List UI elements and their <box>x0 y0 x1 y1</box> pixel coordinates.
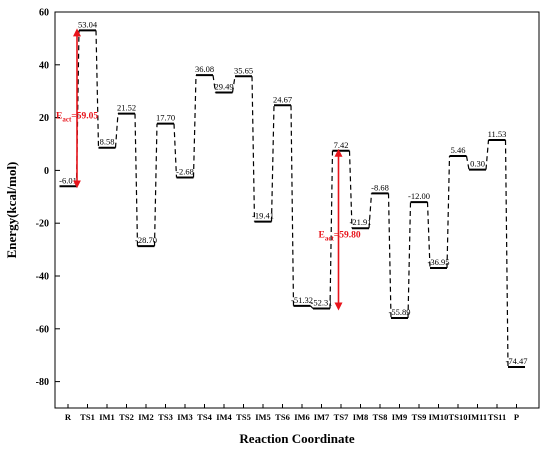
y-tick-label: -40 <box>36 272 49 283</box>
y-tick-label: 60 <box>39 8 49 19</box>
x-tick-label-im9: IM9 <box>392 412 408 422</box>
value-label-ts8: -8.68 <box>371 182 389 192</box>
connector-im4-ts5 <box>231 76 236 93</box>
value-label-im6: -51.32 <box>291 295 313 305</box>
y-tick-label: 20 <box>39 113 49 124</box>
connector-im1-ts2 <box>114 113 119 148</box>
x-tick-label-ts8: TS8 <box>373 412 388 422</box>
value-label-ts9: -12.00 <box>408 191 430 201</box>
y-tick-label: -20 <box>36 219 49 230</box>
x-tick-label-im11: IM11 <box>468 412 487 422</box>
value-label-im1: 8.58 <box>100 137 115 147</box>
value-label-im4: 29.49 <box>214 82 233 92</box>
x-tick-label-r: R <box>65 412 72 422</box>
connector-ts1-im1 <box>95 30 100 148</box>
value-label-im11: 0.30 <box>470 159 485 169</box>
value-label-ts10: 5.46 <box>451 145 466 155</box>
energy-connectors <box>75 30 509 368</box>
value-label-r: -6.01 <box>59 175 77 185</box>
value-label-ts5: 35.65 <box>234 65 253 75</box>
value-label-im9: -55.89 <box>389 307 411 317</box>
value-label-ts6: 24.67 <box>273 94 292 104</box>
value-label-im8: -21.91 <box>350 217 372 227</box>
connector-ts2-im2 <box>134 113 139 247</box>
value-label-ts7: 7.42 <box>334 140 349 150</box>
y-axis: -80 -60 -40 -20 0 20 40 60 <box>36 8 60 388</box>
x-axis-title: Reaction Coordinate <box>239 431 354 446</box>
x-tick-label-im2: IM2 <box>138 412 154 422</box>
connector-im5-ts6 <box>270 105 275 222</box>
activation-energy-label-1: Eact=59.05 <box>56 111 98 123</box>
connector-ts4-im4 <box>212 75 217 93</box>
x-tick-label-im7: IM7 <box>314 412 330 422</box>
x-tick-label-im8: IM8 <box>353 412 369 422</box>
value-label-im5: -19.41 <box>252 211 274 221</box>
connector-ts11-p <box>504 139 509 368</box>
value-label-im2: -28.70 <box>135 235 157 245</box>
x-tick-label-ts6: TS6 <box>275 412 290 422</box>
connector-ts8-im9 <box>387 193 392 318</box>
x-tick-label-im5: IM5 <box>255 412 271 422</box>
value-label-im10: -36.95 <box>428 257 450 267</box>
x-tick-label-ts1: TS1 <box>80 412 95 422</box>
plot-frame <box>54 11 540 409</box>
x-tick-label-im4: IM4 <box>216 412 232 422</box>
y-tick-label: -60 <box>36 324 49 335</box>
connector-ts6-im6 <box>290 105 295 306</box>
energy-value-labels: -6.01 53.04 8.58 21.52 -28.70 17.70 -2.68 36.08… <box>59 19 527 366</box>
connector-im8-ts8 <box>368 193 373 229</box>
value-label-ts4: 36.08 <box>195 64 214 74</box>
activation-energy-label-2: Eact=59.80 <box>319 231 361 243</box>
connector-ts3-im3 <box>173 123 178 178</box>
connector-im2-ts3 <box>153 123 158 247</box>
x-tick-label-ts3: TS3 <box>158 412 173 422</box>
value-label-ts1: 53.04 <box>78 19 98 29</box>
connector-im6-im7 <box>310 305 314 309</box>
y-axis-title: Energy(kcal/mol) <box>4 162 19 259</box>
connector-im9-ts9 <box>407 202 412 318</box>
x-tick-label-ts4: TS4 <box>197 412 212 422</box>
connector-ts9-im10 <box>426 202 431 268</box>
x-tick-label-im3: IM3 <box>177 412 193 422</box>
x-tick-label-ts2: TS2 <box>119 412 134 422</box>
x-tick-label-ts5: TS5 <box>236 412 251 422</box>
activation-energy-annotations: Eact=59.05 Eact=59.80 <box>56 28 361 311</box>
connector-im3-ts4 <box>192 75 197 178</box>
x-tick-label-im1: IM1 <box>99 412 115 422</box>
connector-im7-ts7 <box>329 150 334 309</box>
energy-levels <box>59 29 525 369</box>
connector-im11-ts11 <box>485 139 490 170</box>
connector-ts5-im5 <box>251 76 256 222</box>
value-label-im3: -2.68 <box>176 166 194 176</box>
y-tick-label: -80 <box>36 377 49 388</box>
x-tick-label-im6: IM6 <box>294 412 310 422</box>
x-axis: R TS1 IM1 TS2 IM2 TS3 IM3 TS4 IM4 TS5 IM5 TS6 IM6 IM7… <box>65 404 519 422</box>
value-label-ts11: 11.53 <box>488 129 507 139</box>
x-tick-label-ts10: TS10 <box>449 412 468 422</box>
x-tick-label-ts11: TS11 <box>488 412 506 422</box>
value-label-p: -74.47 <box>506 356 528 366</box>
connector-ts7-im8 <box>348 150 353 229</box>
y-tick-label: 40 <box>39 60 49 71</box>
y-tick-label: 0 <box>44 166 49 177</box>
value-label-ts2: 21.52 <box>117 103 136 113</box>
x-tick-label-ts9: TS9 <box>412 412 427 422</box>
value-label-ts3: 17.70 <box>156 113 175 123</box>
value-label-im7: -52.31 <box>311 297 333 307</box>
connector-im10-ts10 <box>446 155 451 268</box>
connector-ts10-im11 <box>465 155 470 170</box>
x-tick-label-ts7: TS7 <box>334 412 349 422</box>
x-tick-label-p: P <box>514 412 519 422</box>
x-tick-label-im10: IM10 <box>429 412 449 422</box>
